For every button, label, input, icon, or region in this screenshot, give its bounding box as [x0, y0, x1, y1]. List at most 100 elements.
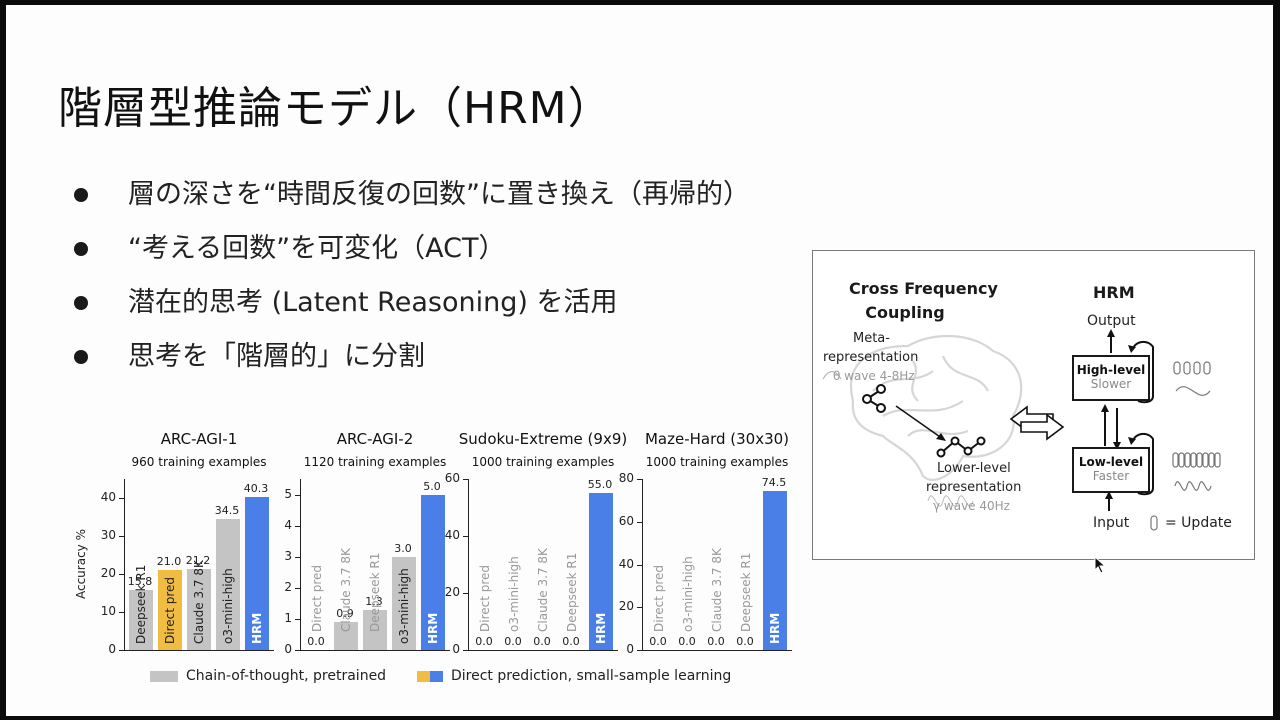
legend-swatch-direct-yellow	[416, 670, 430, 682]
bar-value-label: 0.0	[736, 635, 754, 648]
y-tick-mark	[637, 650, 642, 651]
chart-title: Sudoku-Extreme (9x9)	[458, 430, 628, 448]
bar-value-label: 0.0	[678, 635, 696, 648]
y-tick-mark	[463, 593, 468, 594]
category-label: HRM	[768, 612, 782, 644]
y-tick-mark	[463, 650, 468, 651]
category-label: Claude 3.7 8K	[710, 548, 724, 632]
meta-label: Meta-	[853, 331, 890, 346]
y-tick-label: 80	[618, 471, 634, 485]
bullet-list: 層の深さを“時間反復の回数”に置き換え（再帰的） “考える回数”を可変化（ACT…	[70, 168, 750, 384]
y-tick-mark	[295, 618, 300, 620]
category-label: Direct pred	[310, 564, 324, 632]
slide-title: 階層型推論モデル（HRM）	[58, 83, 613, 134]
y-tick-mark	[119, 650, 124, 651]
bar-value-label: 5.0	[423, 479, 441, 493]
theta-wave-label: θ wave 4-8Hz	[833, 369, 915, 383]
y-tick-mark	[637, 521, 642, 523]
y-tick-label: 3	[284, 548, 292, 563]
category-label: Direct pred	[163, 576, 177, 644]
high-level-module: High-level Slower	[1072, 355, 1150, 401]
y-axis	[124, 479, 125, 650]
y-tick-label: 40	[444, 528, 460, 542]
y-tick-label: 4	[284, 517, 292, 532]
chart-title: ARC-AGI-2	[336, 430, 414, 448]
y-tick-label: 2	[284, 579, 292, 594]
y-tick-label: 1	[284, 610, 292, 625]
bar	[334, 622, 358, 650]
category-label: Claude 3.7 8K	[192, 560, 206, 644]
y-tick-label: 30	[100, 528, 116, 542]
bullet-dot-icon	[74, 188, 88, 202]
hrm-diagram: Cross Frequency Coupling Meta- represent…	[812, 250, 1255, 560]
y-tick-mark	[463, 536, 468, 537]
low-level-module: Low-level Faster	[1072, 447, 1150, 493]
category-label: Deepseek R1	[739, 552, 753, 632]
y-axis-label: Accuracy %	[74, 528, 89, 599]
bar-value-label: 74.5	[761, 475, 787, 489]
y-tick-label: 40	[618, 556, 634, 571]
bar	[392, 556, 416, 650]
benchmark-charts: ARC-AGI-1 960 training examples 0 10 20 30 40 A…	[60, 425, 820, 695]
y-tick-mark	[637, 607, 642, 609]
bar	[245, 496, 269, 650]
y-tick-mark	[119, 574, 124, 575]
bar	[129, 589, 153, 650]
category-label: Direct pred	[652, 564, 666, 632]
category-label: Claude 3.7 8K	[339, 548, 353, 632]
category-label: Deepseek R1	[368, 552, 382, 632]
x-axis	[468, 650, 618, 651]
y-tick-mark	[295, 556, 300, 558]
y-tick-label: 0	[452, 642, 460, 656]
y-tick-mark	[637, 564, 642, 566]
y-tick-mark	[119, 536, 124, 537]
bar-value-label: 1.3	[365, 594, 383, 608]
bullet-dot-icon	[74, 242, 88, 256]
category-label: HRM	[250, 612, 264, 644]
bar	[187, 569, 211, 650]
y-tick-mark	[463, 479, 468, 480]
y-tick-mark	[295, 587, 300, 589]
chart-subtitle: 960 training examples	[131, 455, 267, 469]
bar-value-label: 0.0	[649, 635, 667, 648]
bullet-item: 層の深さを“時間反復の回数”に置き換え（再帰的）	[70, 168, 750, 222]
y-tick-label: 20	[618, 599, 634, 614]
chart-title: ARC-AGI-1	[160, 430, 238, 448]
category-label: o3-mini-high	[681, 556, 695, 632]
y-tick-label: 0	[108, 642, 116, 656]
bar	[158, 570, 182, 650]
y-tick-label: 20	[100, 566, 116, 580]
bar-value-label: 34.5	[214, 503, 240, 517]
bar-value-label: 0.0	[533, 635, 551, 648]
input-label: Input	[1093, 515, 1130, 531]
bullet-item: 思考を「階層的」に分割	[70, 330, 750, 384]
chart-title: Maze-Hard (30x30)	[644, 430, 790, 448]
chart-legend: Chain-of-thought, pretrained Direct pred…	[150, 668, 731, 684]
x-axis	[300, 650, 450, 651]
bar-value-label: 3.0	[394, 541, 412, 555]
bullet-dot-icon	[74, 350, 88, 364]
y-tick-label: 60	[618, 513, 634, 528]
brain-illustration	[822, 329, 1221, 531]
lower-level-label-2: representation	[926, 480, 1022, 495]
bar	[216, 518, 240, 650]
bar	[763, 490, 787, 650]
y-tick-mark	[119, 612, 124, 613]
y-tick-label: 10	[100, 604, 116, 618]
y-tick-mark	[295, 650, 300, 651]
category-label: o3-mini-high	[221, 568, 235, 644]
bar-value-label: 0.0	[504, 635, 522, 648]
category-label: Deepseek R1	[134, 564, 148, 644]
gamma-wave-label: γ wave 40Hz	[933, 499, 1010, 513]
mouse-cursor-icon	[1094, 556, 1107, 574]
bar-value-label: 21.2	[185, 554, 211, 568]
lower-level-label: Lower-level	[937, 461, 1011, 476]
chart-subtitle: 1000 training examples	[645, 455, 789, 469]
y-tick-label: 0	[284, 642, 292, 656]
bar	[421, 494, 445, 650]
bullet-dot-icon	[74, 296, 88, 310]
meta-label-2: representation	[823, 350, 919, 365]
chart-subtitle: 1120 training examples	[303, 455, 447, 469]
category-label: HRM	[426, 612, 440, 644]
y-axis	[468, 479, 469, 650]
